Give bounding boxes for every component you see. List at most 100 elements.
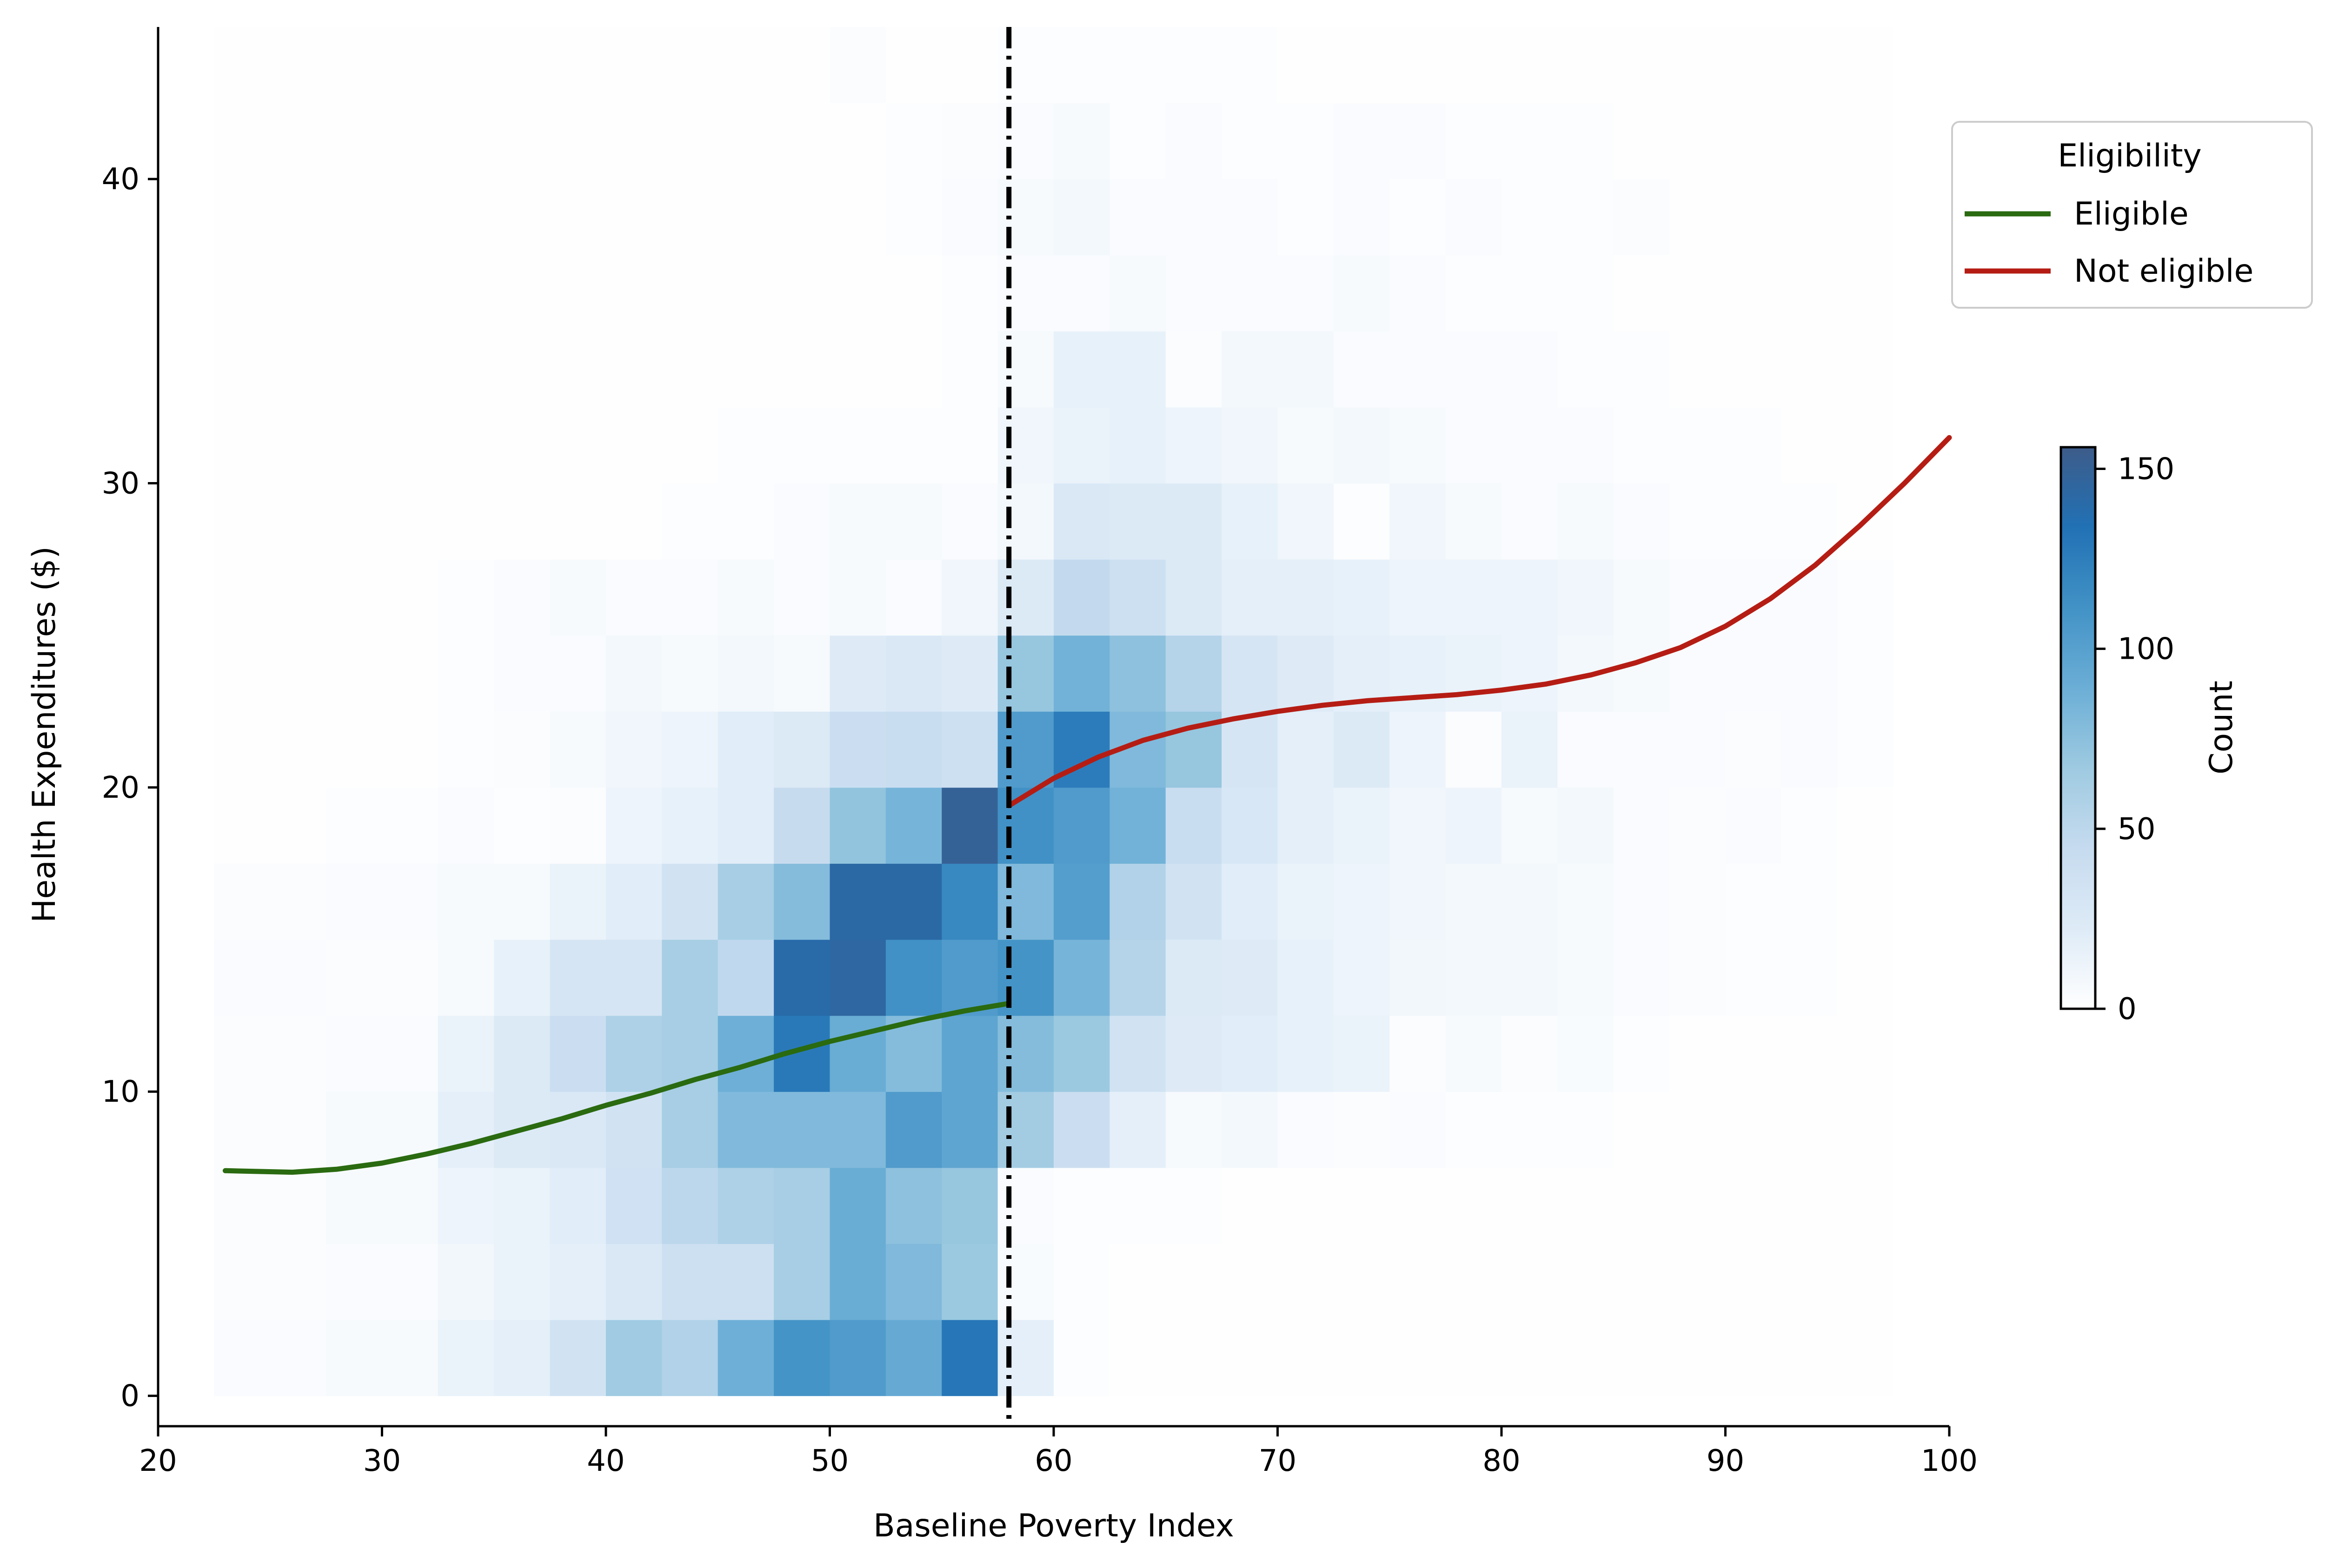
heatmap-cell	[1165, 1092, 1222, 1168]
heatmap-cell	[1669, 331, 1726, 408]
heatmap-cell	[1109, 1167, 1166, 1244]
heatmap-cell	[1277, 255, 1334, 331]
heatmap-cell	[1613, 27, 1670, 104]
heatmap-cell	[382, 1244, 438, 1320]
heatmap-cell	[1781, 483, 1838, 560]
heatmap-cell	[1389, 1244, 1446, 1320]
heatmap-cell	[270, 483, 326, 560]
heatmap-cell	[1557, 711, 1614, 788]
heatmap-cell	[1222, 27, 1278, 104]
heatmap-cell	[774, 1167, 830, 1244]
heatmap-cell	[438, 863, 494, 940]
legend-title: Eligibility	[2058, 138, 2202, 174]
y-tick-label: 10	[102, 1075, 140, 1109]
heatmap-cell	[1725, 27, 1782, 104]
heatmap-cell	[214, 103, 271, 179]
heatmap-cell	[326, 559, 383, 636]
heatmap-cell	[214, 1015, 271, 1092]
heatmap-cell	[1109, 635, 1166, 712]
heatmap-cell	[1109, 787, 1166, 864]
heatmap-cell	[1501, 635, 1558, 712]
heatmap-cell	[1333, 939, 1390, 1016]
colorbar-tick-label: 0	[2118, 992, 2137, 1026]
heatmap-cell	[606, 407, 662, 484]
heatmap-cell	[1277, 711, 1334, 788]
heatmap-cell	[1222, 1319, 1278, 1396]
heatmap-cell	[885, 1167, 942, 1244]
heatmap-cell	[997, 1015, 1054, 1092]
heatmap-cell	[382, 939, 438, 1016]
heatmap-cell	[1837, 787, 1894, 864]
heatmap-cell	[438, 179, 494, 256]
heatmap-cell	[942, 331, 998, 408]
heatmap-cell	[885, 483, 942, 560]
heatmap-cell	[1613, 1319, 1670, 1396]
heatmap-cell	[1725, 711, 1782, 788]
heatmap-cell	[270, 635, 326, 712]
heatmap-cell	[1781, 1319, 1838, 1396]
heatmap	[214, 27, 1894, 1396]
heatmap-cell	[1669, 1244, 1726, 1320]
heatmap-cell	[1613, 711, 1670, 788]
heatmap-cell	[270, 787, 326, 864]
heatmap-cell	[550, 255, 606, 331]
heatmap-cell	[382, 1319, 438, 1396]
heatmap-cell	[1333, 407, 1390, 484]
heatmap-cell	[662, 103, 718, 179]
heatmap-cell	[1837, 27, 1894, 104]
heatmap-cell	[494, 103, 551, 179]
heatmap-cell	[1781, 27, 1838, 104]
heatmap-cell	[326, 939, 383, 1016]
heatmap-cell	[717, 407, 774, 484]
heatmap-cell	[1557, 863, 1614, 940]
heatmap-cell	[662, 635, 718, 712]
heatmap-cell	[997, 255, 1054, 331]
heatmap-cell	[774, 711, 830, 788]
heatmap-cell	[1613, 1244, 1670, 1320]
heatmap-cell	[662, 939, 718, 1016]
heatmap-cell	[1501, 559, 1558, 636]
heatmap-cell	[1165, 1319, 1222, 1396]
heatmap-cell	[1333, 1167, 1390, 1244]
heatmap-cell	[1054, 407, 1110, 484]
heatmap-cell	[1445, 635, 1502, 712]
heatmap-cell	[1054, 1015, 1110, 1092]
heatmap-cell	[942, 787, 998, 864]
heatmap-cell	[1165, 635, 1222, 712]
heatmap-cell	[1725, 863, 1782, 940]
heatmap-cell	[997, 1167, 1054, 1244]
heatmap-cell	[1054, 1167, 1110, 1244]
heatmap-cell	[1222, 711, 1278, 788]
heatmap-cell	[942, 711, 998, 788]
heatmap-cell	[1781, 179, 1838, 256]
heatmap-cell	[1669, 711, 1726, 788]
heatmap-cell	[1054, 103, 1110, 179]
heatmap-cell	[1725, 1015, 1782, 1092]
heatmap-cell	[1054, 1244, 1110, 1320]
heatmap-cell	[550, 407, 606, 484]
heatmap-cell	[438, 1167, 494, 1244]
heatmap-cell	[270, 1167, 326, 1244]
heatmap-cell	[1781, 1015, 1838, 1092]
heatmap-cell	[494, 483, 551, 560]
heatmap-cell	[1669, 1167, 1726, 1244]
heatmap-cell	[830, 787, 886, 864]
heatmap-cell	[382, 559, 438, 636]
heatmap-cell	[1333, 103, 1390, 179]
heatmap-cell	[1557, 559, 1614, 636]
heatmap-cell	[885, 711, 942, 788]
heatmap-cell	[1222, 179, 1278, 256]
heatmap-cell	[997, 103, 1054, 179]
heatmap-cell	[438, 483, 494, 560]
heatmap-cell	[270, 27, 326, 104]
heatmap-cell	[830, 483, 886, 560]
heatmap-cell	[1165, 559, 1222, 636]
heatmap-cell	[1333, 179, 1390, 256]
heatmap-cell	[1557, 787, 1614, 864]
heatmap-cell	[997, 635, 1054, 712]
heatmap-cell	[1389, 483, 1446, 560]
heatmap-cell	[1781, 711, 1838, 788]
heatmap-cell	[1389, 331, 1446, 408]
heatmap-cell	[382, 1167, 438, 1244]
heatmap-cell	[1725, 407, 1782, 484]
